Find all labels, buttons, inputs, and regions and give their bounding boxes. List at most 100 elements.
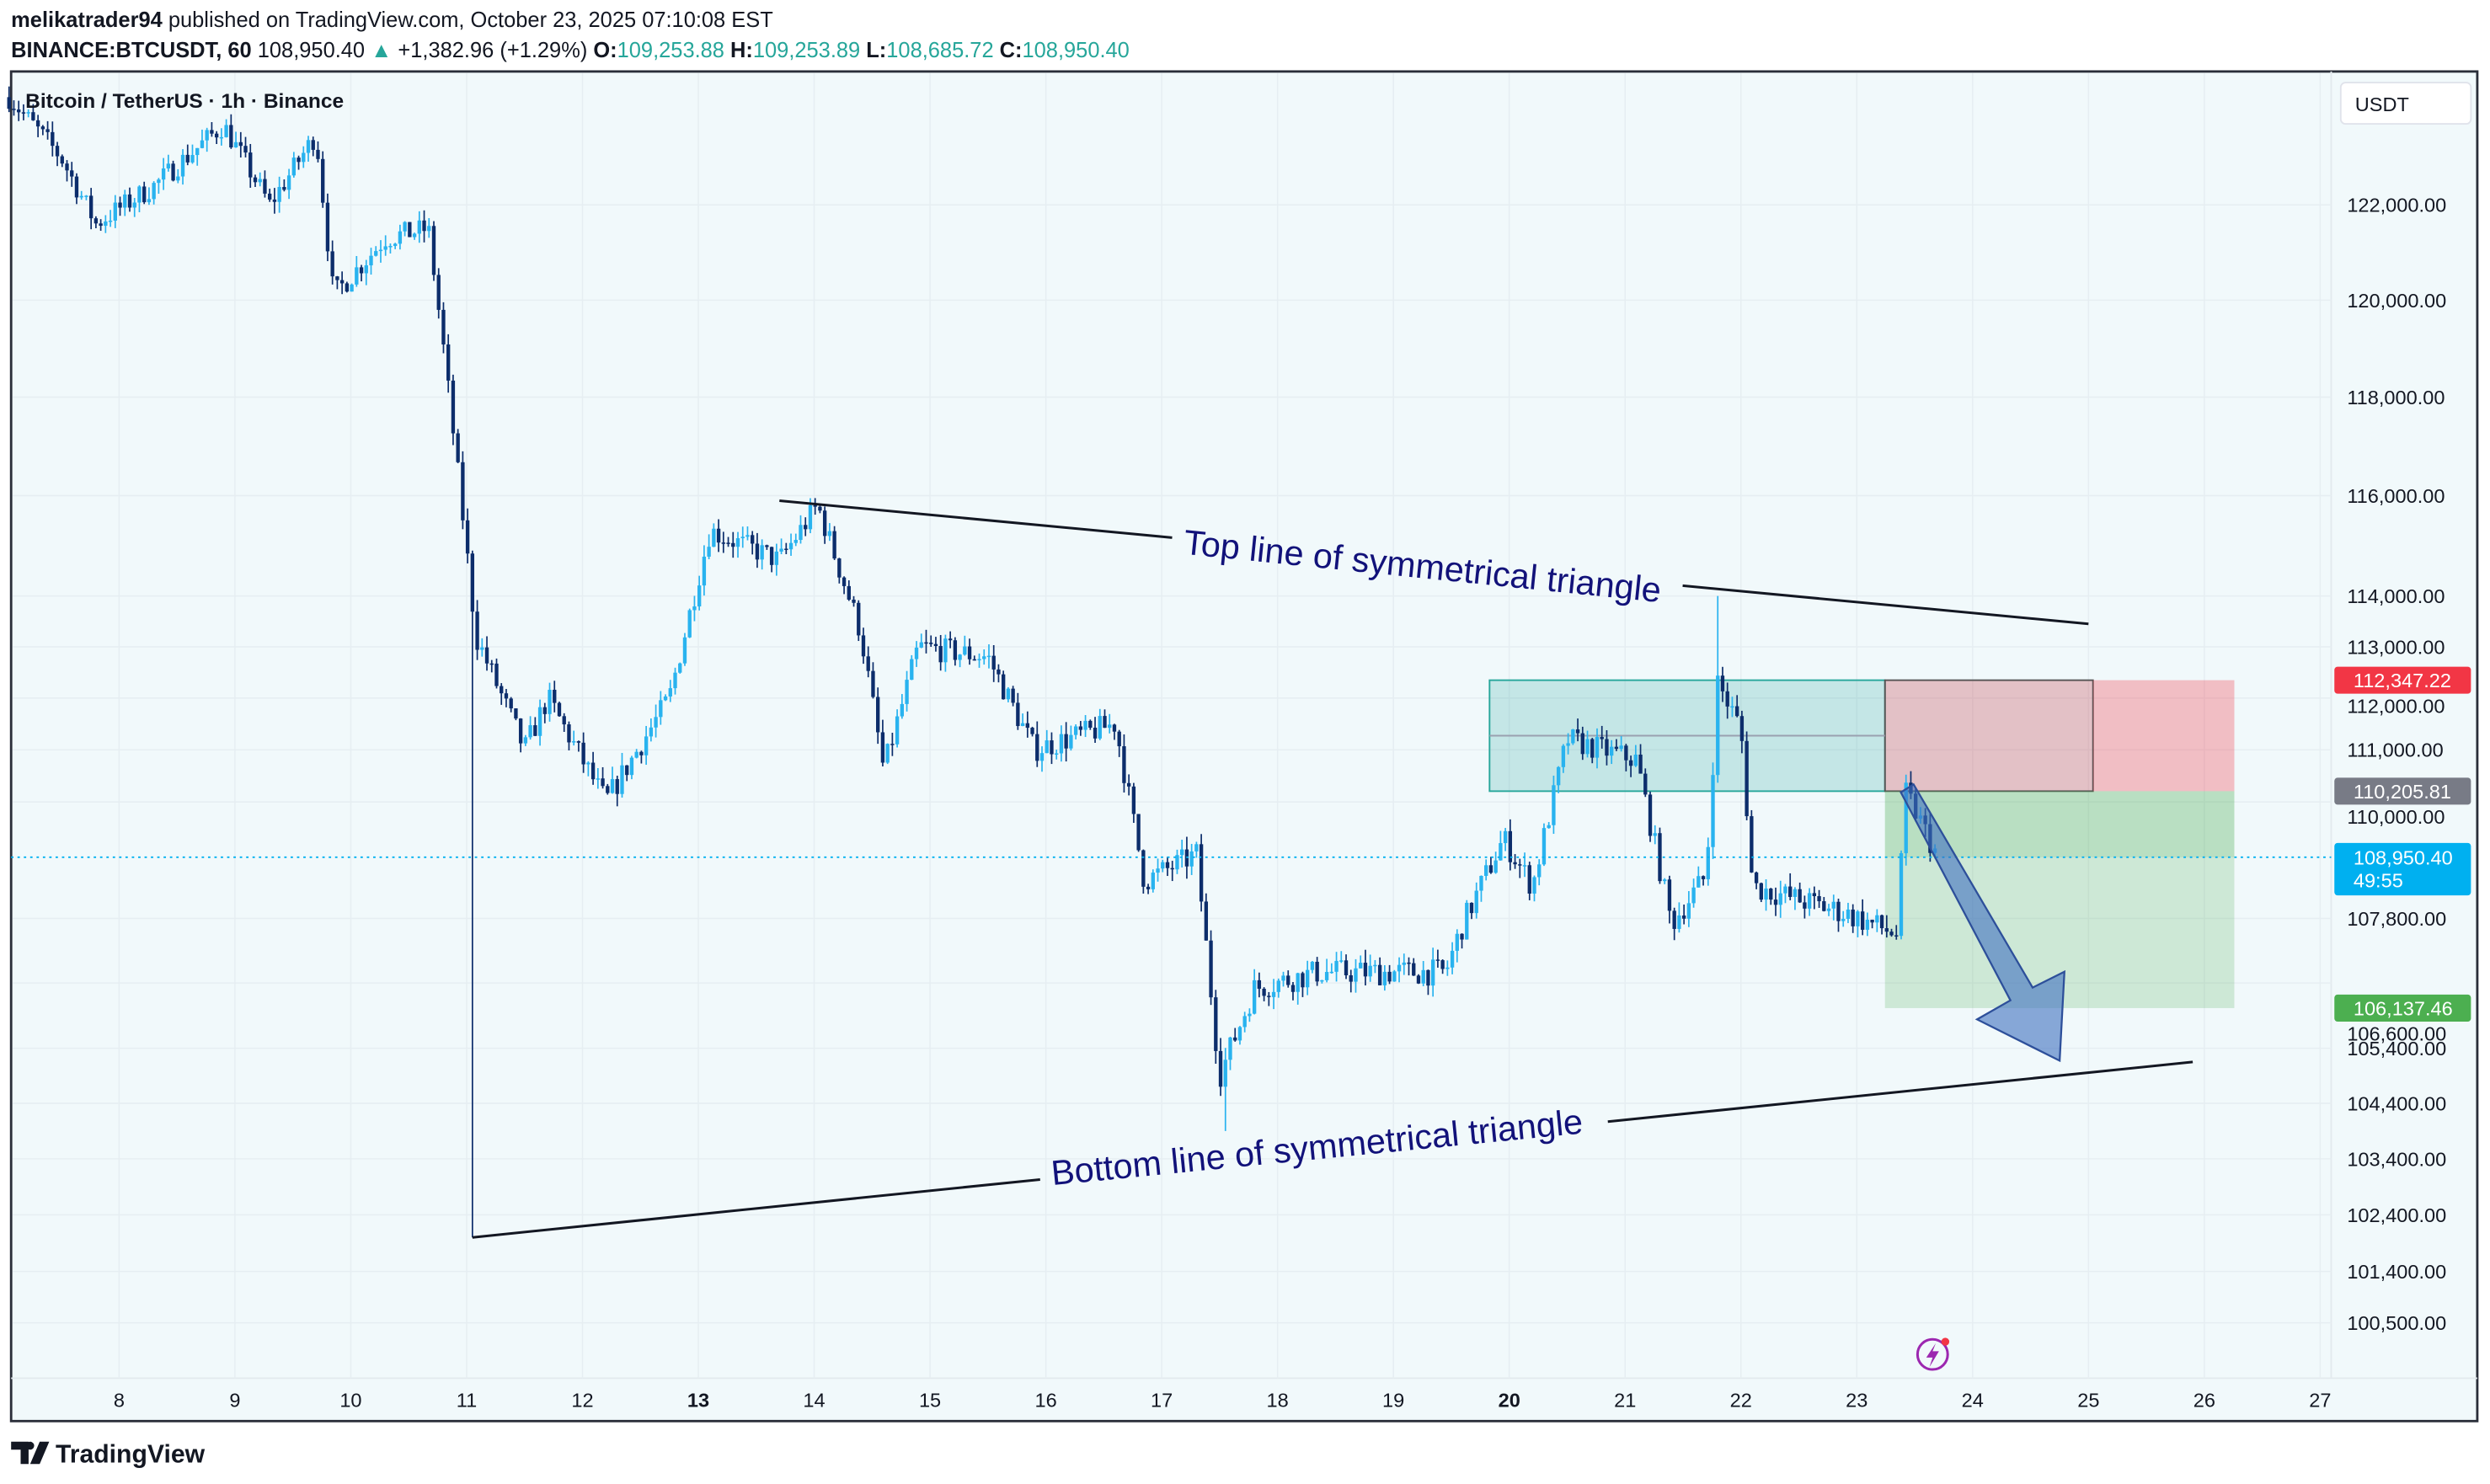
candle: [1214, 997, 1218, 1051]
lightning-icon[interactable]: [1916, 1337, 1950, 1371]
candle: [1281, 975, 1285, 981]
candle: [1638, 755, 1643, 774]
candle: [629, 757, 634, 776]
candle: [427, 226, 431, 232]
trendlines[interactable]: [472, 499, 2193, 1239]
candle: [1237, 1027, 1242, 1041]
candle: [1387, 971, 1392, 982]
candle: [79, 195, 83, 198]
candle: [1016, 702, 1020, 727]
candle: [1146, 886, 1151, 889]
candle: [205, 130, 209, 141]
candle: [123, 194, 127, 208]
price-tick-label: 114,000.00: [2347, 585, 2445, 607]
candle: [1803, 902, 1807, 909]
candle: [306, 140, 311, 153]
candle: [1720, 675, 1725, 691]
candle: [1663, 879, 1667, 882]
bottom-trendline[interactable]: [1607, 1060, 2193, 1124]
candle: [659, 700, 663, 718]
candle: [1798, 889, 1802, 903]
candle: [1223, 1060, 1227, 1087]
top-trendline[interactable]: [1682, 584, 2089, 626]
candle: [914, 647, 919, 659]
candle: [1001, 674, 1006, 700]
candle: [1499, 843, 1503, 861]
candle: [755, 543, 760, 560]
candle: [60, 156, 64, 164]
candle: [1180, 849, 1184, 856]
candle: [1822, 901, 1826, 911]
candle: [1769, 889, 1773, 900]
candle: [302, 152, 306, 163]
candle: [610, 779, 615, 793]
candle: [161, 168, 166, 180]
candle: [1619, 745, 1623, 750]
high-value: 109,253.89: [753, 39, 860, 62]
candle: [572, 741, 576, 743]
bottom-trendline[interactable]: [472, 1177, 1040, 1239]
candle: [94, 218, 99, 224]
position-target-zone[interactable]: [1884, 791, 2235, 1008]
author-name[interactable]: melikatrader94: [11, 8, 163, 32]
candle: [51, 131, 55, 147]
candle: [1899, 853, 1904, 937]
candle: [470, 553, 475, 612]
currency-button[interactable]: USDT: [2339, 82, 2472, 125]
candle: [359, 267, 364, 274]
candle: [721, 542, 725, 544]
candle: [500, 686, 504, 694]
candle: [1711, 775, 1715, 847]
candle: [842, 577, 847, 586]
price-axis[interactable]: 122,000.00 120,000.00 118,000.00 116,000.00…: [2347, 195, 2446, 1334]
candle: [132, 202, 136, 208]
brand-name: TradingView: [56, 1440, 206, 1468]
low-label: L:: [866, 39, 886, 62]
candle: [1339, 960, 1344, 962]
time-axis[interactable]: 8 9 10 11 12 13 14 15 16 17 18 19 20 21 22 23 24 25 26 27: [114, 1389, 2332, 1411]
candle: [1522, 865, 1527, 867]
candle: [1493, 860, 1498, 873]
candle: [1267, 996, 1271, 997]
candle: [339, 280, 345, 284]
position-stop-zone[interactable]: [1884, 679, 2094, 793]
candle: [1508, 830, 1513, 862]
candle: [431, 226, 436, 275]
candle: [1889, 932, 1894, 936]
candle: [364, 265, 368, 274]
tradingview-logo[interactable]: TradingView: [11, 1440, 206, 1468]
candle: [147, 199, 152, 203]
candle: [345, 283, 350, 292]
candle: [804, 525, 808, 530]
candle: [986, 655, 991, 658]
candle: [1402, 962, 1406, 965]
candle: [1151, 873, 1155, 889]
price-tag-label: 112,347.22: [2354, 670, 2451, 691]
candle: [461, 462, 465, 520]
time-tick-label: 27: [2309, 1389, 2331, 1411]
down-arrow-icon[interactable]: [1900, 782, 2065, 1063]
price-tick-label: 112,000.00: [2347, 695, 2445, 717]
candle: [861, 635, 866, 657]
candle: [712, 528, 716, 547]
candle: [518, 718, 523, 744]
candle: [827, 531, 832, 536]
up-triangle-icon: ▲: [371, 39, 392, 62]
candle: [1329, 971, 1334, 974]
candle: [1503, 830, 1508, 844]
position-tool[interactable]: [1488, 679, 2235, 1008]
price-tick-label: 122,000.00: [2347, 195, 2446, 216]
chart-area[interactable]: [9, 70, 2479, 1423]
candle: [1131, 786, 1136, 814]
candle: [355, 267, 359, 285]
candle: [1841, 918, 1846, 921]
candle: [84, 195, 88, 197]
candle: [12, 109, 16, 110]
candle: [1624, 745, 1628, 761]
top-trendline[interactable]: [779, 499, 1173, 539]
candle: [1248, 1013, 1252, 1017]
high-label: H:: [730, 39, 753, 62]
candle: [1189, 851, 1194, 867]
candle: [590, 762, 596, 780]
